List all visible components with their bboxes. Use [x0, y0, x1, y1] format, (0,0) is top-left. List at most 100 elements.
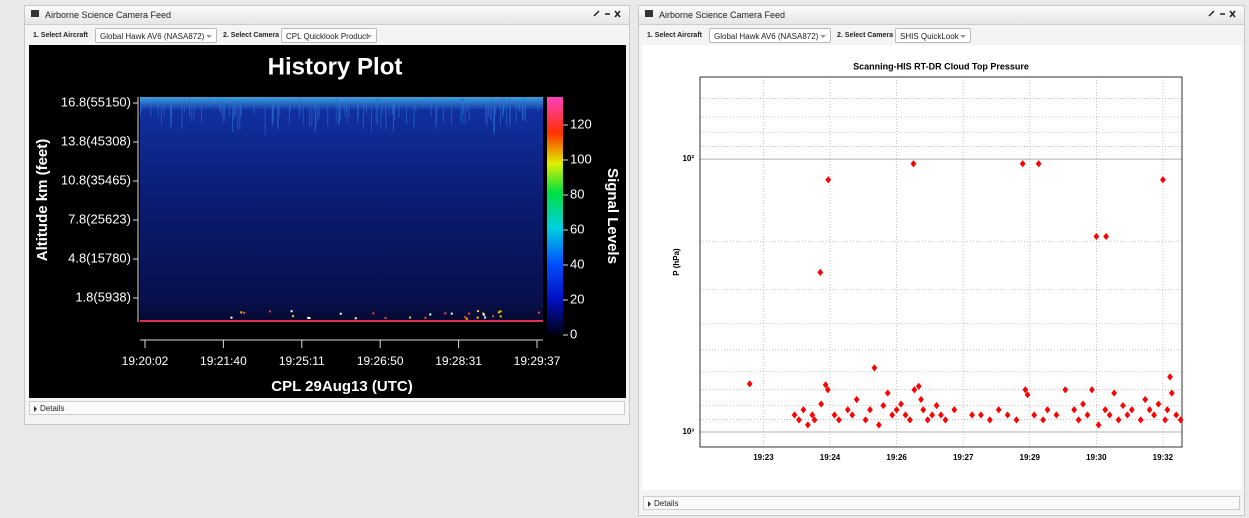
noise	[188, 99, 190, 118]
point	[1155, 400, 1162, 408]
colorbar	[547, 97, 563, 335]
noise	[406, 103, 408, 125]
point	[818, 400, 825, 408]
noise	[221, 104, 223, 115]
point	[933, 401, 940, 410]
point	[1062, 386, 1069, 394]
noise	[229, 99, 231, 117]
noise	[332, 99, 334, 104]
noise	[388, 104, 390, 116]
details-toggle[interactable]: Details	[29, 401, 625, 415]
noise	[394, 106, 396, 110]
point	[822, 381, 829, 389]
noise	[348, 102, 350, 119]
noise	[191, 100, 193, 122]
point	[1102, 406, 1109, 414]
noise	[243, 311, 246, 314]
point	[825, 176, 832, 184]
point	[804, 421, 811, 429]
point	[915, 382, 922, 390]
noise	[409, 316, 412, 319]
noise	[277, 105, 279, 127]
point	[884, 389, 891, 397]
noise	[503, 105, 505, 114]
surface-line	[140, 320, 543, 322]
noise	[157, 97, 159, 117]
point	[1080, 400, 1086, 408]
point	[867, 406, 873, 414]
point	[1071, 406, 1078, 414]
noise	[499, 310, 502, 313]
noise	[523, 97, 525, 120]
point	[911, 386, 918, 394]
noise	[335, 97, 337, 123]
x-tick-label: 19:32	[1153, 453, 1174, 462]
point	[1040, 416, 1046, 424]
noise	[208, 97, 210, 108]
chart-title: Scanning-HIS RT-DR Cloud Top Pressure	[853, 61, 1029, 71]
point	[902, 411, 909, 419]
noise	[464, 102, 466, 125]
noise	[493, 105, 495, 134]
colorbar-tick-label: 0	[570, 326, 577, 341]
point	[853, 395, 860, 404]
noise	[537, 97, 539, 112]
plot-title: History Plot	[268, 53, 403, 80]
point	[1151, 411, 1157, 419]
point	[951, 406, 958, 414]
colorbar-tick-label: 100	[570, 151, 592, 166]
left-plot: History Plot Altitude km (feet) 16.8(55150…	[34, 53, 621, 395]
point	[924, 416, 931, 424]
noise	[357, 100, 359, 117]
noise	[518, 103, 520, 112]
point	[862, 416, 869, 424]
noise	[308, 317, 311, 320]
noise	[427, 98, 429, 105]
noise	[315, 101, 317, 129]
noise	[476, 316, 479, 319]
noise	[385, 106, 387, 129]
noise	[430, 103, 432, 118]
noise	[264, 106, 266, 135]
details-toggle[interactable]: Details	[643, 496, 1240, 510]
camera-select[interactable]: CPL Quicklook Product	[281, 28, 377, 43]
point	[1106, 411, 1113, 419]
noise	[307, 316, 310, 319]
point	[898, 400, 904, 408]
point	[1164, 406, 1171, 414]
noise	[392, 105, 394, 132]
noise	[487, 106, 489, 117]
camera-select[interactable]: SHIS QuickLook	[895, 28, 971, 43]
noise	[494, 102, 496, 115]
noise	[290, 310, 293, 313]
noise	[253, 100, 255, 115]
noise	[461, 98, 463, 104]
noise	[170, 99, 172, 127]
aircraft-select[interactable]: Global Hawk AV6 (NASA872)	[709, 28, 831, 43]
noise	[485, 103, 487, 123]
y-tick-label: 7.8(25623)	[68, 211, 131, 226]
x-tick-label: 19:26:50	[357, 354, 404, 368]
y-tick-label: 16.8(55150)	[61, 94, 131, 109]
noise	[232, 105, 234, 133]
point	[875, 421, 882, 429]
noise	[277, 103, 279, 130]
point	[800, 406, 807, 414]
noise	[423, 103, 425, 109]
noise	[144, 99, 146, 105]
aircraft-select[interactable]: Global Hawk AV6 (NASA872)	[95, 28, 217, 43]
noise	[392, 98, 394, 113]
noise	[224, 104, 226, 121]
point	[746, 380, 753, 388]
noise	[318, 98, 320, 119]
noise	[222, 99, 224, 123]
noise	[461, 98, 463, 125]
noise	[363, 98, 365, 110]
point	[907, 416, 913, 424]
noise	[450, 104, 452, 126]
point	[1031, 411, 1038, 419]
noise	[305, 97, 307, 107]
x-tick-label: 19:30	[1086, 453, 1107, 462]
noise	[273, 102, 275, 121]
